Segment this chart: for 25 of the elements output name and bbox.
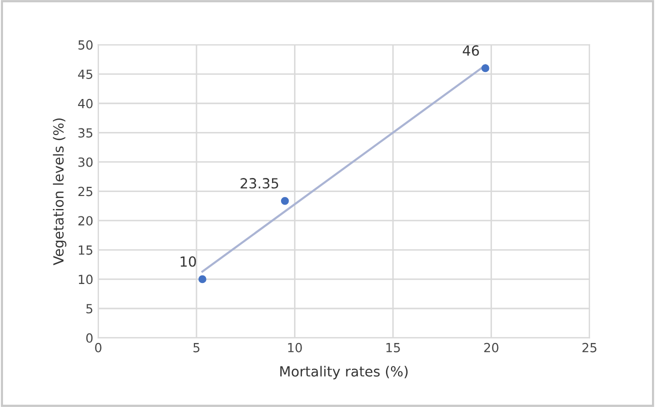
x-tick-label: 0 — [95, 342, 102, 352]
data-label: 10 — [180, 256, 196, 267]
y-tick-label: 5 — [86, 304, 92, 314]
x-tick-label: 25 — [582, 342, 596, 352]
point — [481, 64, 490, 72]
data-label: 46 — [462, 45, 479, 56]
y-tick-label: 30 — [78, 157, 93, 167]
y-tick-label: 20 — [78, 216, 93, 226]
x-tick-label: 20 — [484, 342, 498, 352]
x-tick-label: 10 — [288, 342, 302, 352]
x-tick-label: 15 — [386, 343, 400, 352]
y-tick-label: 40 — [78, 98, 93, 108]
x-axis-title: Mortality rates (%) — [280, 366, 408, 380]
x-tick-label: 5 — [193, 343, 200, 352]
y-tick-label: 15 — [78, 246, 92, 255]
point — [198, 275, 206, 284]
y-tick-label: 0 — [86, 333, 93, 343]
y-tick-label: 50 — [78, 40, 93, 50]
y-tick-label: 25 — [78, 186, 92, 196]
point — [280, 197, 289, 205]
y-axis-title: Vegetation levels (%) — [52, 118, 66, 266]
y-tick-label: 45 — [78, 70, 92, 79]
data-label: 23.35 — [240, 178, 278, 189]
y-tick-label: 35 — [78, 128, 92, 138]
y-tick-label: 10 — [78, 274, 93, 284]
